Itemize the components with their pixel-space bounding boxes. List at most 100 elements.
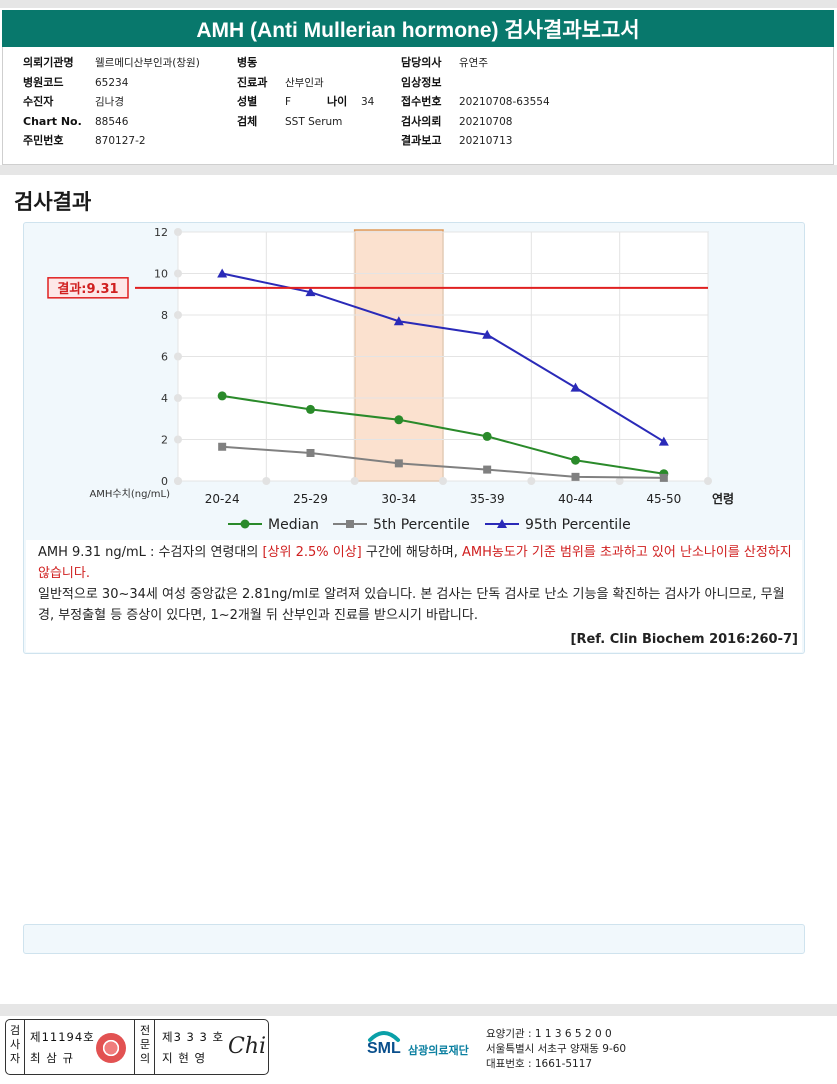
median-point bbox=[217, 391, 227, 401]
info-value: SST Serum bbox=[285, 116, 343, 128]
info-label: 결과보고 bbox=[401, 134, 442, 147]
info-hospital-name: 의뢰기관명 웰르메디산부인과(창원) bbox=[23, 56, 200, 70]
sml-logo-text: SML bbox=[367, 1040, 401, 1057]
result-tag-label: 결과:9.31 bbox=[57, 281, 118, 297]
info-label: 성별 bbox=[237, 95, 258, 108]
y-tick-label: 6 bbox=[161, 351, 168, 364]
p95-point bbox=[393, 316, 404, 326]
y-tick-label: 8 bbox=[161, 309, 168, 322]
highlight-age-band bbox=[353, 229, 444, 482]
x-tick-label: 25-29 bbox=[293, 492, 328, 506]
x-tick-dot bbox=[174, 477, 182, 485]
info-sex: 성별 F 나이 34 bbox=[237, 95, 374, 109]
info-value: 870127-2 bbox=[95, 135, 146, 147]
info-label: 검사의뢰 bbox=[401, 115, 442, 128]
legend-marker bbox=[346, 520, 354, 528]
reviewer-license-no: 제3 3 3 호 bbox=[162, 1030, 225, 1044]
x-tick-label: 20-24 bbox=[205, 492, 240, 506]
info-specimen: 검체 SST Serum bbox=[237, 115, 342, 129]
median-point bbox=[394, 415, 404, 425]
reviewer-name: 지 현 영 bbox=[162, 1051, 207, 1065]
info-label: Chart No. bbox=[23, 115, 82, 128]
y-axis-label: AMH수치(ng/mL) bbox=[89, 488, 170, 500]
info-value: F bbox=[285, 96, 292, 108]
median-point bbox=[571, 455, 580, 465]
organization-info: 요양기관 : 1 1 3 6 5 2 0 0 서울특별시 서초구 양재동 9-6… bbox=[486, 1027, 626, 1072]
top-margin-strip bbox=[0, 0, 837, 8]
info-label: 병원코드 bbox=[23, 76, 64, 89]
y-tick-label: 4 bbox=[161, 392, 168, 405]
divider bbox=[154, 1020, 155, 1074]
info-clinical: 임상정보 bbox=[401, 76, 459, 90]
examiner-seal bbox=[96, 1033, 126, 1063]
info-resident-no: 주민번호 870127-2 bbox=[23, 134, 146, 148]
empty-comment-panel bbox=[23, 924, 805, 954]
examiner-license-no: 제11194호 bbox=[30, 1030, 95, 1044]
y-tick-label: 0 bbox=[161, 475, 168, 488]
info-hospital-code: 병원코드 65234 bbox=[23, 76, 128, 90]
warning-text: AMH농도가 기준 범위를 초과하고 있어 난소나이를 산정하지 않습니다. bbox=[38, 545, 792, 581]
info-patient-name: 수진자 김나경 bbox=[23, 95, 124, 109]
info-label: 의뢰기관명 bbox=[23, 56, 74, 69]
x-tick-dot bbox=[350, 477, 359, 485]
info-label: 진료과 bbox=[237, 76, 268, 89]
description-paragraph-2: 일반적으로 30~34세 여성 중앙값은 2.81ng/ml로 알려져 있습니다… bbox=[38, 587, 785, 623]
legend-label: Median bbox=[268, 517, 319, 533]
p95-point bbox=[482, 329, 493, 339]
info-accession-no: 접수번호 20210708-63554 bbox=[401, 95, 550, 109]
info-ward: 병동 bbox=[237, 56, 285, 70]
info-value: 유연주 bbox=[459, 57, 488, 69]
p5-point bbox=[659, 473, 668, 482]
x-tick-dot bbox=[439, 477, 447, 485]
legend-label: 95th Percentile bbox=[525, 517, 631, 533]
info-value: 88546 bbox=[95, 116, 129, 128]
info-value: 34 bbox=[361, 96, 375, 108]
x-tick-dot bbox=[615, 477, 624, 485]
result-description: AMH 9.31 ng/mL : 수검자의 연령대의 [상위 2.5% 이상] … bbox=[26, 540, 802, 652]
reference-citation: [Ref. Clin Biochem 2016:260-7] bbox=[570, 632, 798, 647]
info-value: 김나경 bbox=[95, 96, 124, 108]
info-value: 웰르메디산부인과(창원) bbox=[95, 57, 200, 69]
legend-label: 5th Percentile bbox=[373, 517, 470, 533]
median-point bbox=[482, 431, 492, 441]
info-label: 나이 bbox=[327, 95, 348, 108]
org-phone: 대표번호 : 1661-5117 bbox=[486, 1058, 593, 1070]
x-axis-label: 연령 bbox=[712, 491, 734, 506]
series-line-square bbox=[222, 445, 664, 479]
series-line-circle bbox=[222, 394, 664, 475]
x-tick-dot bbox=[704, 477, 712, 485]
p5-point bbox=[394, 459, 403, 468]
divider bbox=[134, 1020, 135, 1074]
info-value: 20210713 bbox=[459, 135, 513, 147]
org-code: 요양기관 : 1 1 3 6 5 2 0 0 bbox=[486, 1028, 612, 1040]
info-label: 담당의사 bbox=[401, 56, 442, 69]
info-doctor: 담당의사 유연주 bbox=[401, 56, 488, 70]
x-tick-label: 30-34 bbox=[381, 492, 416, 506]
p5-point bbox=[218, 442, 227, 451]
info-request-date: 검사의뢰 20210708 bbox=[401, 115, 512, 129]
p95-point bbox=[305, 287, 316, 297]
info-label: 검체 bbox=[237, 115, 258, 128]
x-tick-label: 40-44 bbox=[558, 492, 593, 506]
median-point bbox=[306, 404, 315, 414]
section-title: 검사결과 bbox=[14, 190, 92, 214]
p95-point bbox=[570, 382, 581, 392]
info-value: 20210708-63554 bbox=[459, 96, 550, 108]
info-value: 65234 bbox=[95, 77, 129, 89]
x-tick-dot bbox=[527, 477, 536, 485]
section-divider bbox=[0, 165, 837, 175]
patient-info-panel: 의뢰기관명 웰르메디산부인과(창원) 병원코드 65234 수진자 김나경 Chart… bbox=[2, 47, 834, 165]
description-text: AMH 9.31 ng/mL : 수검자의 연령대의 bbox=[38, 545, 263, 560]
x-tick-label: 35-39 bbox=[470, 492, 505, 506]
info-value: 20210708 bbox=[459, 116, 513, 128]
info-label: 주민번호 bbox=[23, 134, 64, 147]
series-line-triangle bbox=[221, 272, 665, 443]
info-label: 접수번호 bbox=[401, 95, 442, 108]
p95-point bbox=[217, 268, 228, 278]
x-tick-label: 45-50 bbox=[646, 492, 681, 506]
info-label: 임상정보 bbox=[401, 76, 442, 89]
org-address: 서울특별시 서초구 양재동 9-60 bbox=[486, 1043, 627, 1055]
